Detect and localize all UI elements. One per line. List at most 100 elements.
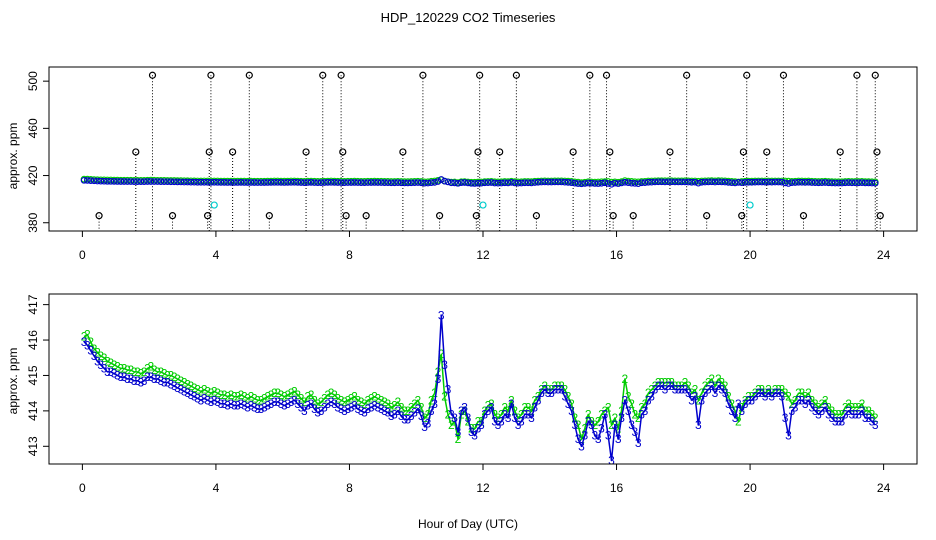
bottom-series-2-point-label: 2 <box>191 381 198 395</box>
bottom-series-3-point-label: 3 <box>755 386 762 400</box>
bottom-series-3-point-label: 3 <box>174 381 181 395</box>
bottom-series-2-point-label: 2 <box>218 388 225 402</box>
bottom-series-2-point-label: 2 <box>829 404 836 418</box>
top-series-3-point <box>708 178 716 186</box>
top-outlier-point <box>629 212 637 220</box>
top-series-3-point <box>220 179 228 186</box>
top-series-3-point <box>791 179 799 186</box>
bottom-series-2-point-label: 2 <box>832 407 839 421</box>
bottom-x-axis: 0 4 8 12 16 20 24 <box>79 463 891 495</box>
top-series-3-point <box>578 180 585 188</box>
bottom-series-2-point-label: 2 <box>495 411 502 425</box>
bottom-series-3-point-label: 3 <box>408 409 415 423</box>
bottom-series-2-point-label: 2 <box>625 390 632 404</box>
bottom-series-2-point-label: 2 <box>308 388 315 402</box>
top-outlier-point <box>132 148 140 156</box>
bottom-series-3-point-label: 3 <box>531 400 538 414</box>
bottom-series-3-point-label: 3 <box>785 429 792 443</box>
top-outlier-point <box>476 71 484 79</box>
top-series-3-point <box>127 178 135 185</box>
top-series-3-point <box>137 178 145 186</box>
bottom-series-2-point-label: 2 <box>765 383 772 397</box>
bottom-series-3-point-label: 3 <box>421 420 428 434</box>
bottom-series-2-point-label: 2 <box>732 404 739 418</box>
bottom-series-2-point-label: 2 <box>702 379 709 393</box>
top-series-3-point <box>711 178 719 186</box>
bottom-series-3-line <box>83 314 876 462</box>
bottom-series-3-point-label: 3 <box>461 400 468 414</box>
bottom-series-3-point-label: 3 <box>822 400 829 414</box>
bottom-series-3-point-label: 3 <box>154 372 161 386</box>
top-series-3-point <box>481 179 489 187</box>
bottom-series-2-point-label: 2 <box>331 388 338 402</box>
bottom-series-2-point-label: 2 <box>248 390 255 404</box>
top-series-3-point <box>384 179 392 187</box>
top-outlier-point <box>606 148 614 156</box>
top-series-3-point <box>638 179 645 187</box>
bottom-y-tick-label: 413 <box>26 436 40 456</box>
top-series-3-point <box>751 178 759 186</box>
bottom-y-tick-label: 416 <box>26 330 40 350</box>
top-series-3-point <box>474 179 482 187</box>
top-y-tick-label: 460 <box>26 118 40 138</box>
bottom-series-2-point-label: 2 <box>561 383 568 397</box>
top-outlier-point <box>362 212 370 220</box>
bottom-series-3: 3333333333333333333333333333333333333333… <box>81 308 879 467</box>
bottom-series-2-point-label: 2 <box>682 376 689 390</box>
bottom-series-3-point-label: 3 <box>535 393 542 407</box>
top-outlier-point <box>569 148 577 156</box>
top-series-3-point <box>357 179 365 186</box>
top-series-3-point <box>97 177 105 185</box>
top-series-3-point <box>554 178 562 186</box>
bottom-series-2-point-label: 2 <box>181 376 188 390</box>
bottom-series-3-point-label: 3 <box>378 402 385 416</box>
top-series-3-point <box>414 179 422 186</box>
top-series-3-point <box>100 177 108 185</box>
top-series-3-point <box>594 180 602 187</box>
top-outlier-point <box>474 148 482 156</box>
top-outlier-point <box>871 71 879 79</box>
bottom-series-2-point-label: 2 <box>321 391 328 405</box>
top-series-3-point <box>140 178 148 185</box>
bottom-series-3-point-label: 3 <box>748 393 755 407</box>
top-outlier-point <box>207 71 215 79</box>
bottom-series-3-point-label: 3 <box>328 395 335 409</box>
bottom-series-2-point-label: 2 <box>334 391 341 405</box>
bottom-series-3-point-label: 3 <box>642 404 649 418</box>
bottom-series-2-point-label: 2 <box>198 384 205 398</box>
top-series-3-point <box>861 179 869 187</box>
top-series-3-point <box>618 179 625 187</box>
top-series-3-point <box>511 179 519 187</box>
bottom-series-2-point-label: 2 <box>261 391 268 405</box>
bottom-series-2-point-label: 2 <box>97 349 104 363</box>
top-series-3-point <box>187 178 195 186</box>
bottom-series-2-point-label: 2 <box>468 422 475 436</box>
bottom-series-3-point-label: 3 <box>351 399 358 413</box>
top-series-3-point <box>765 178 772 186</box>
bottom-series-2-point-label: 2 <box>471 422 478 436</box>
bottom-series-3-point-label: 3 <box>321 400 328 414</box>
top-series-3-point <box>524 179 532 187</box>
top-series-3-point <box>381 179 388 186</box>
top-series-3-point <box>715 178 722 186</box>
bottom-series-3-point-label: 3 <box>374 400 381 414</box>
top-series-3-point <box>504 179 512 187</box>
top-series-3-point <box>274 178 282 186</box>
top-series-3-point <box>144 178 151 185</box>
bottom-series-2-point-label: 2 <box>385 397 392 411</box>
bottom-series-2-point-label: 2 <box>538 383 545 397</box>
top-series-3-point <box>391 179 398 187</box>
top-series-3-point <box>684 178 692 186</box>
bottom-series-3-point-label: 3 <box>591 429 598 443</box>
bottom-series-2-point-label: 2 <box>501 400 508 414</box>
bottom-series-2-point-label: 2 <box>368 391 375 405</box>
bottom-series-2-point-label: 2 <box>635 411 642 425</box>
bottom-series-3-point-label: 3 <box>157 374 164 388</box>
bottom-series-2-point-label: 2 <box>872 411 879 425</box>
top-series-3-point <box>167 178 175 186</box>
top-series-3-point <box>698 178 706 186</box>
bottom-series-3-point-label: 3 <box>602 407 609 421</box>
bottom-series-2-point-label: 2 <box>425 407 432 421</box>
bottom-series-3-point-label: 3 <box>288 395 295 409</box>
